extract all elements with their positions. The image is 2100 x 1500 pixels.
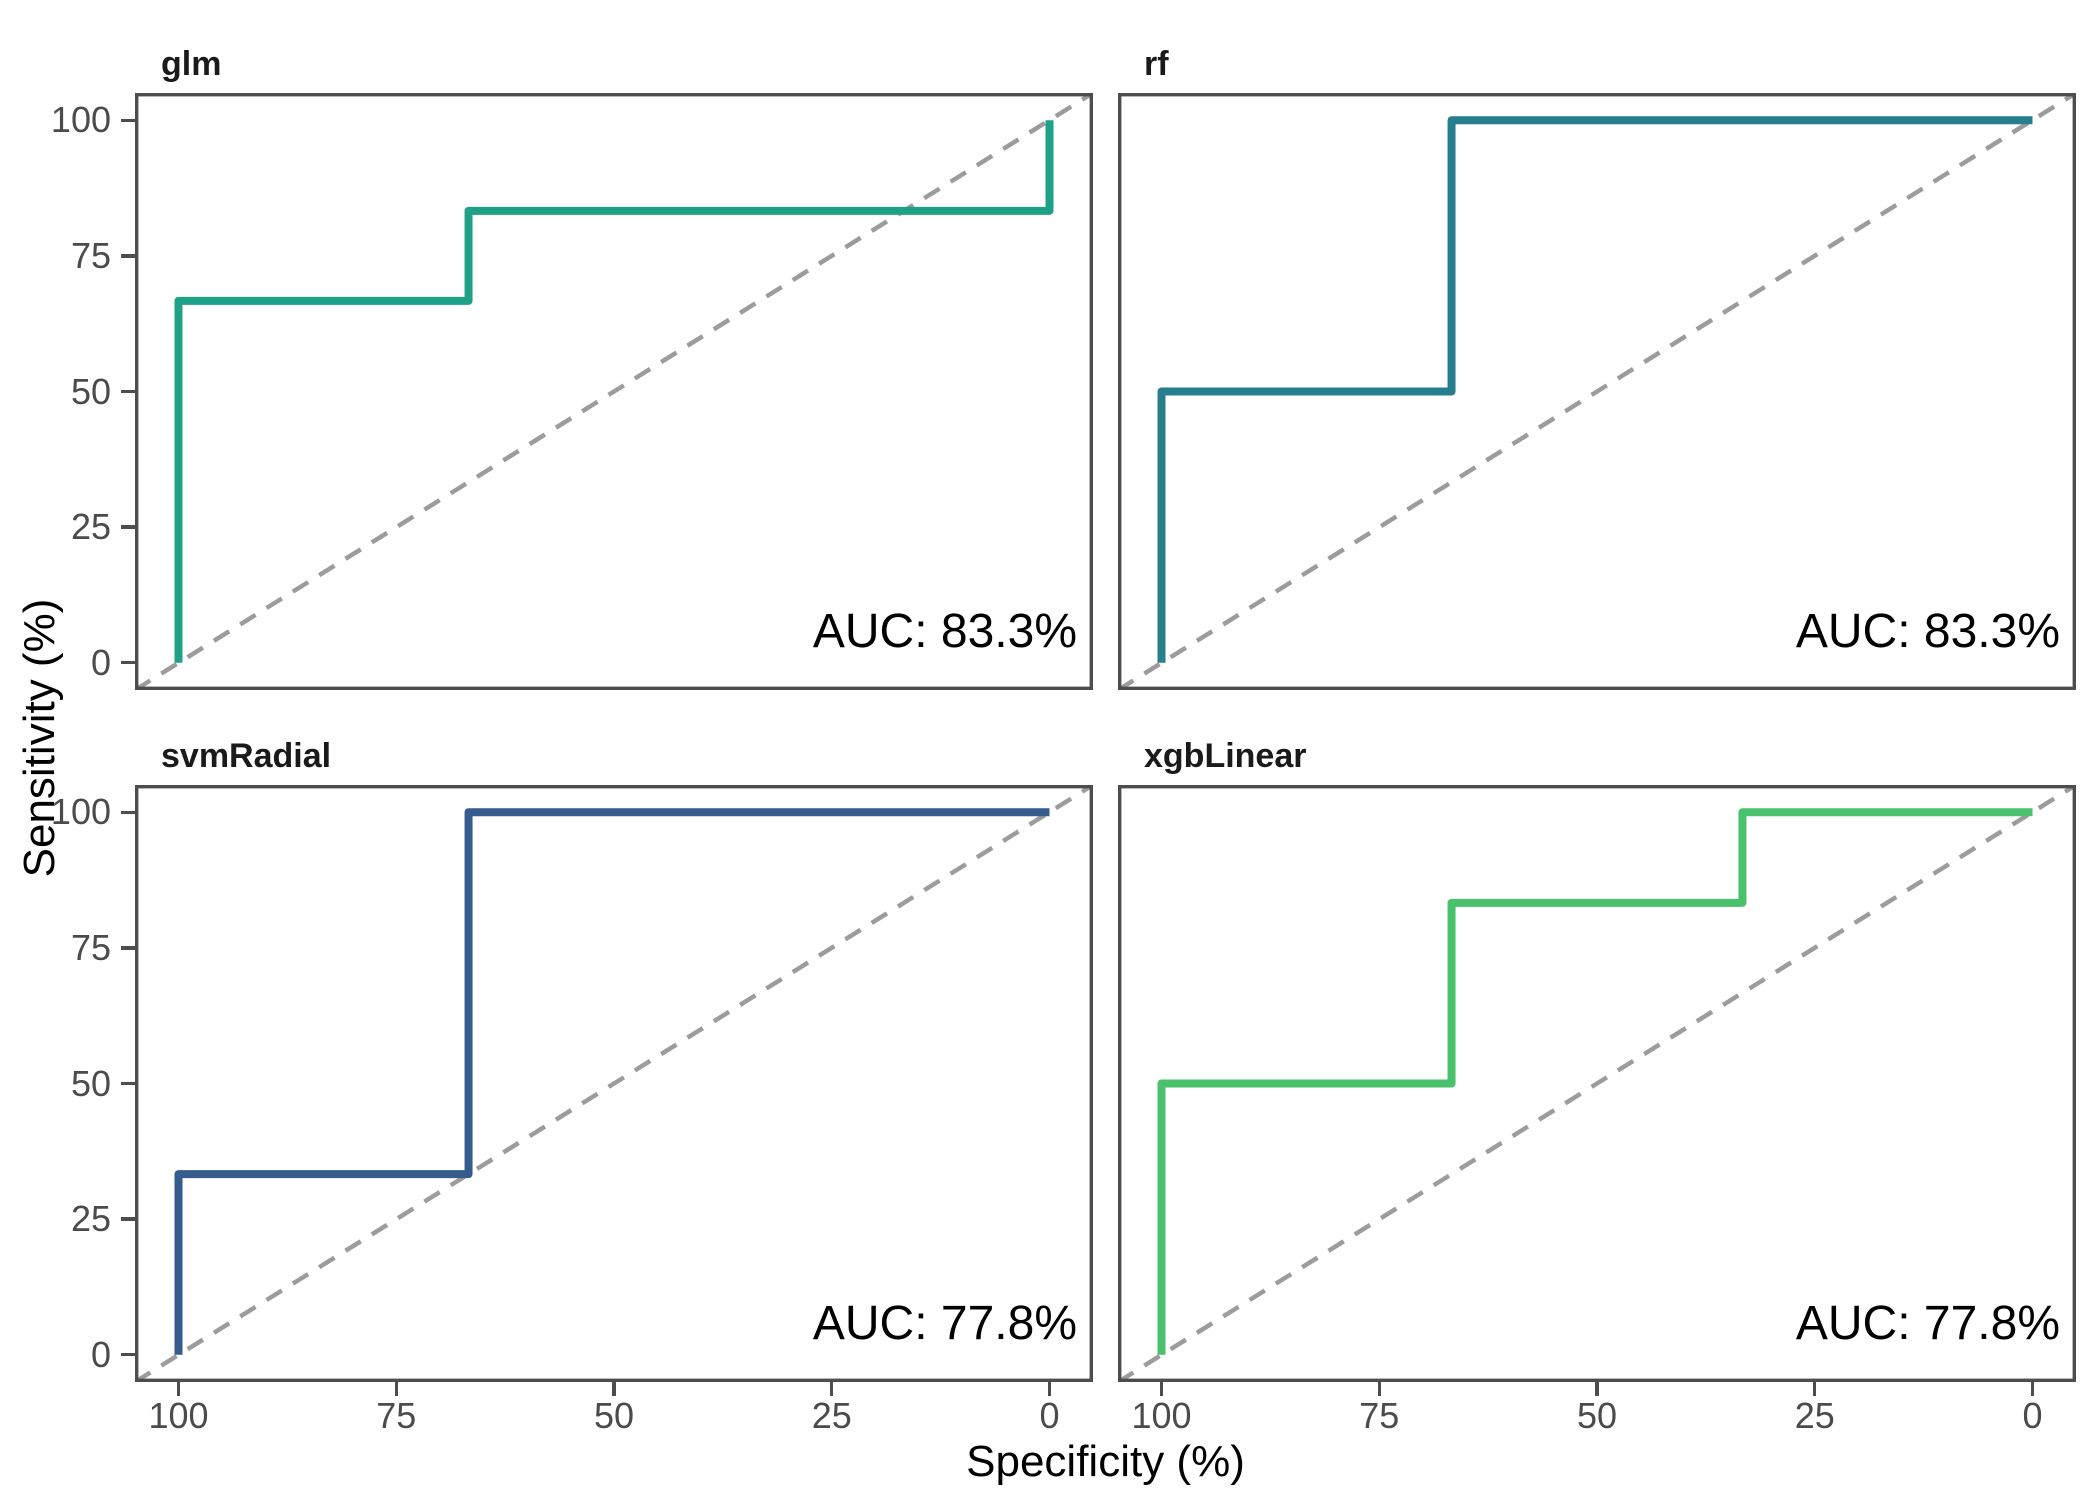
x-tick-mark (2030, 1382, 2035, 1396)
y-tick-label: 25 (70, 1198, 111, 1240)
roc-curve-svmRadial (174, 808, 1050, 1355)
strip-label-rf: rf (1144, 45, 1169, 83)
diagonal-reference-line (1118, 93, 2076, 690)
x-tick-mark (176, 1382, 181, 1396)
x-tick-label: 50 (1576, 1395, 1618, 1436)
panel-border (135, 785, 1093, 1382)
roc-curve-glm (174, 120, 1054, 663)
x-tick-label: 0 (2022, 1395, 2043, 1436)
y-tick-label: 0 (90, 1333, 111, 1375)
y-tick-mark (121, 1217, 135, 1221)
facet-panel-glm (135, 93, 1093, 690)
diagonal-reference-line (135, 93, 1093, 690)
facet-panel-svmRadial (135, 785, 1093, 1382)
x-tick-mark (1159, 1382, 1164, 1396)
roc-curve-rf (1157, 116, 2033, 663)
roc-curve-xgbLinear (1157, 808, 2033, 1355)
auc-label-svmRadial: AUC: 77.8% (812, 1297, 1077, 1350)
x-tick-label: 75 (376, 1395, 417, 1436)
x-tick-mark (1377, 1382, 1381, 1396)
x-tick-label: 100 (1131, 1395, 1192, 1436)
panel-border (135, 93, 1093, 690)
y-tick-label: 100 (50, 99, 111, 141)
y-tick-mark (121, 254, 135, 258)
y-tick-mark (121, 525, 135, 529)
x-tick-mark (1813, 1382, 1817, 1396)
y-tick-label: 25 (70, 506, 111, 548)
y-tick-label: 75 (70, 234, 111, 276)
auc-label-xgbLinear: AUC: 77.8% (1795, 1297, 2060, 1350)
strip-label-glm: glm (161, 45, 222, 83)
x-tick-label: 0 (1039, 1395, 1060, 1436)
panel-border (1118, 785, 2076, 1382)
x-tick-label: 100 (148, 1395, 209, 1436)
y-tick-mark (121, 810, 135, 814)
auc-label-glm: AUC: 83.3% (812, 605, 1077, 658)
y-tick-label: 50 (70, 1062, 111, 1104)
x-tick-mark (1595, 1382, 1599, 1396)
strip-label-xgbLinear: xgbLinear (1144, 737, 1307, 775)
y-tick-mark (121, 389, 135, 394)
y-tick-label: 75 (70, 926, 111, 968)
y-tick-mark (121, 118, 135, 122)
diagonal-reference-line (135, 785, 1093, 1382)
diagonal-reference-line (1118, 785, 2076, 1382)
x-axis-title: Specificity (%) (966, 1437, 1245, 1486)
x-tick-label: 25 (1794, 1395, 1835, 1436)
strip-label-svmRadial: svmRadial (161, 737, 332, 775)
y-axis-title: Sensitivity (%) (15, 598, 64, 878)
y-tick-label: 50 (70, 370, 111, 412)
x-tick-label: 75 (1359, 1395, 1400, 1436)
panel-border (1118, 93, 2076, 690)
x-tick-mark (612, 1382, 616, 1396)
x-tick-mark (394, 1382, 398, 1396)
x-tick-label: 50 (593, 1395, 635, 1436)
auc-label-rf: AUC: 83.3% (1795, 605, 2060, 658)
x-tick-mark (830, 1382, 834, 1396)
y-tick-mark (121, 661, 135, 665)
y-tick-mark (121, 1353, 135, 1357)
y-tick-label: 100 (50, 791, 111, 833)
x-tick-label: 25 (811, 1395, 852, 1436)
y-tick-label: 0 (90, 641, 111, 683)
y-tick-mark (121, 1081, 135, 1086)
y-tick-mark (121, 946, 135, 950)
facet-panel-rf (1118, 93, 2076, 690)
x-tick-mark (1047, 1382, 1052, 1396)
facet-panel-xgbLinear (1118, 785, 2076, 1382)
